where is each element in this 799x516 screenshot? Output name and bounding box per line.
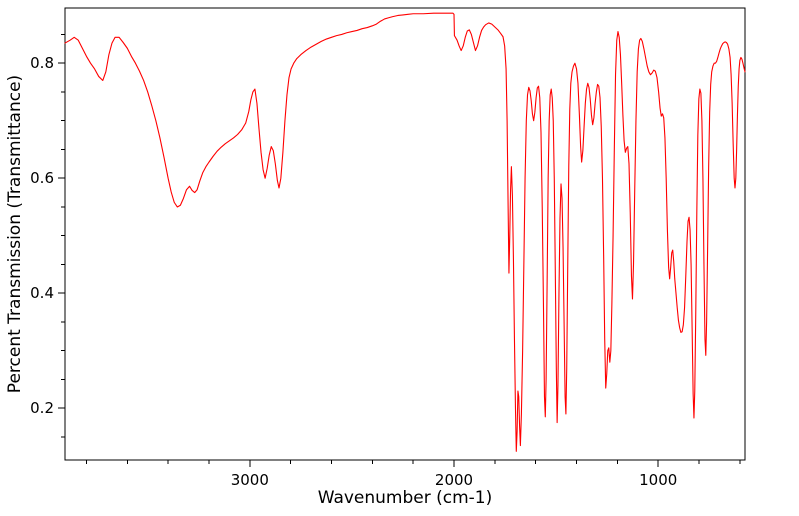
x-tick-label: 1000 [639, 471, 677, 489]
y-tick-label: 0.4 [30, 284, 54, 302]
spectrum-line [64, 12, 746, 452]
plot-border [64, 7, 746, 461]
y-axis-label: Percent Transmission (Transmittance) [5, 75, 25, 393]
plot-area: 3000 2000 1000 0.2 0.4 0.6 0.8 [30, 7, 746, 489]
x-tick-label: 2000 [435, 471, 473, 489]
y-tick-label: 0.2 [30, 399, 54, 417]
y-tick-label: 0.8 [30, 54, 54, 72]
x-tick-label: 3000 [231, 471, 269, 489]
y-tick-label: 0.6 [30, 169, 54, 187]
x-axis-label: Wavenumber (cm-1) [318, 488, 493, 508]
